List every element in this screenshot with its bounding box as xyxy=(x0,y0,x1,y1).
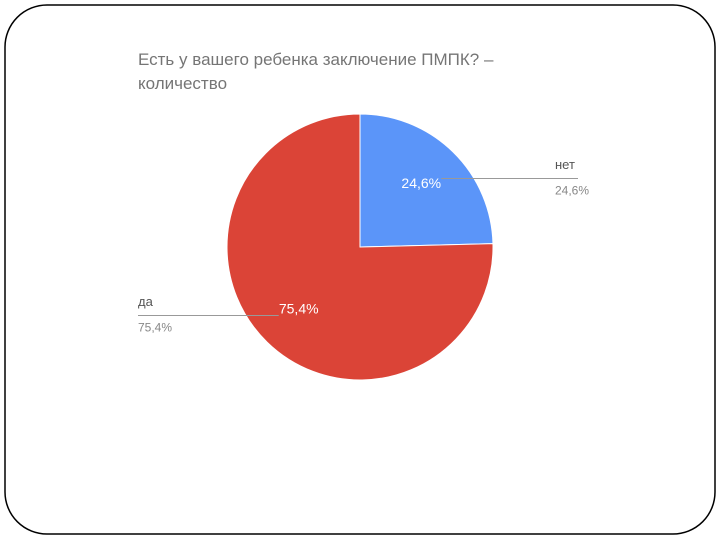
outside-value-label: 75,4% xyxy=(138,321,172,335)
legend-label: да xyxy=(138,294,154,309)
slice-label: 24,6% xyxy=(401,175,441,191)
slice-label: 75,4% xyxy=(279,301,319,317)
pie-slice xyxy=(226,113,494,381)
legend-label: нет xyxy=(555,157,575,172)
chart-title: Есть у вашего ребенка заключение ПМПК? –… xyxy=(138,50,494,93)
pie-slice xyxy=(359,113,494,248)
outside-value-label: 24,6% xyxy=(555,184,589,198)
